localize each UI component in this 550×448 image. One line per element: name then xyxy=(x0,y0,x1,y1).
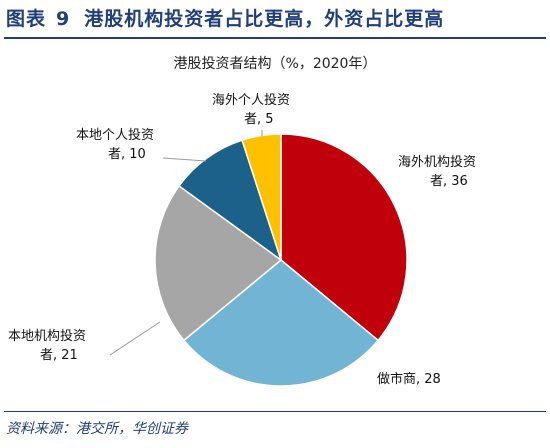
title-rule xyxy=(4,37,546,39)
leader-line-3 xyxy=(109,321,161,356)
pie-slice-3 xyxy=(154,184,283,342)
slice-label-4: 本地个人投资者, 10 xyxy=(76,127,154,162)
figure-number: 9 xyxy=(56,8,71,30)
slice-label-3: 本地机构投资者, 21 xyxy=(8,328,86,363)
slice-label-2: 做市商, 28 xyxy=(377,371,441,387)
leader-line-4 xyxy=(162,157,207,162)
chart-title: 港股投资者结构（%，2020年） xyxy=(174,56,377,72)
pie-chart: 港股投资者结构（%，2020年） 海外机构投资者, 36 做市商, 28 本地机构投… xyxy=(8,56,476,387)
figure-label: 图表 xyxy=(6,8,47,30)
pie-slices xyxy=(154,133,408,387)
slice-label-1: 海外机构投资者, 36 xyxy=(398,154,476,189)
figure-title: 图表 9 港股机构投资者占比更高，外资占比更高 xyxy=(6,4,444,34)
pie-slice-2 xyxy=(182,259,380,387)
leader-lines xyxy=(109,130,263,356)
figure-title-text: 港股机构投资者占比更高，外资占比更高 xyxy=(84,8,445,30)
pie-slice-4 xyxy=(178,139,283,262)
pie-slice-5 xyxy=(241,133,282,261)
source-rule xyxy=(4,411,546,412)
source-note: 资料来源：港交所，华创证券 xyxy=(6,421,188,437)
slice-labels: 海外机构投资者, 36 做市商, 28 本地机构投资者, 21 本地个人投资者, 10… xyxy=(8,92,476,387)
pie-slice-1 xyxy=(280,133,408,342)
slice-label-5: 海外个人投资者, 5 xyxy=(212,92,290,127)
